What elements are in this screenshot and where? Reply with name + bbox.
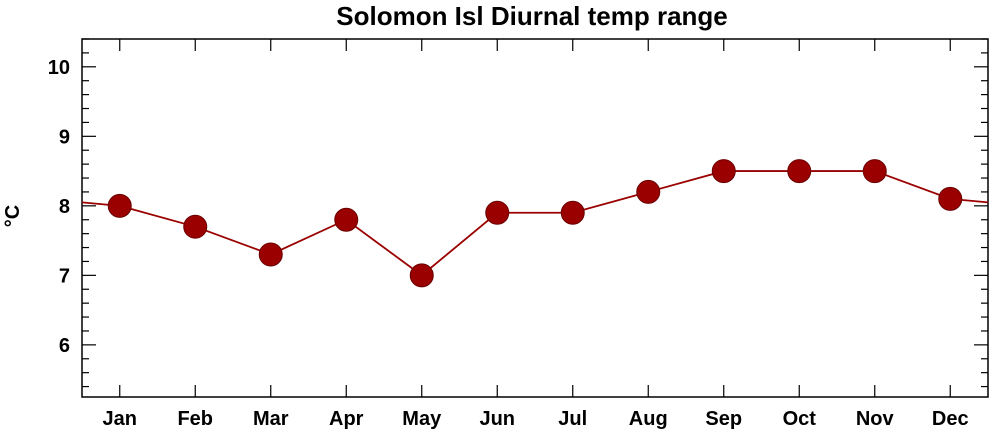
y-axis: 6 7 8 9 10 xyxy=(48,38,988,388)
y-tick-label: 6 xyxy=(59,335,70,357)
x-tick-label: Oct xyxy=(783,408,817,430)
series-layer xyxy=(81,159,989,288)
data-point-feb xyxy=(183,214,208,239)
x-tick-label: May xyxy=(402,408,442,430)
data-point-dec xyxy=(938,186,963,211)
x-tick-label: Jan xyxy=(103,408,137,430)
data-point-sep xyxy=(711,159,736,184)
chart-title: Solomon Isl Diurnal temp range xyxy=(336,1,728,31)
x-tick-label: Apr xyxy=(329,408,364,430)
x-tick-label: Jun xyxy=(479,408,515,430)
series-line xyxy=(81,170,989,277)
x-tick-label: Mar xyxy=(253,408,289,430)
x-tick-label: Dec xyxy=(932,408,969,430)
data-point-jan xyxy=(107,193,132,218)
y-tick-label: 10 xyxy=(48,57,70,79)
y-tick-label: 8 xyxy=(59,196,70,218)
x-tick-label: Sep xyxy=(705,408,742,430)
data-point-jul xyxy=(560,200,585,225)
x-axis: Jan Feb Mar Apr May Jun Jul Aug Sep Oct Nov Dec xyxy=(103,39,969,430)
data-point-aug xyxy=(636,179,661,204)
x-tick-label: Nov xyxy=(856,408,895,430)
data-point-may xyxy=(409,263,434,288)
data-point-jun xyxy=(485,200,510,225)
y-tick-label: 7 xyxy=(59,265,70,287)
x-tick-label: Jul xyxy=(558,408,587,430)
x-tick-label: Aug xyxy=(629,408,668,430)
x-tick-label: Feb xyxy=(177,408,213,430)
data-point-nov xyxy=(862,159,887,184)
data-point-oct xyxy=(787,159,812,184)
y-axis-label: °C xyxy=(2,205,24,227)
y-tick-label: 9 xyxy=(59,126,70,148)
plot-frame xyxy=(81,38,989,398)
data-point-apr xyxy=(334,207,359,232)
data-point-mar xyxy=(258,242,283,267)
